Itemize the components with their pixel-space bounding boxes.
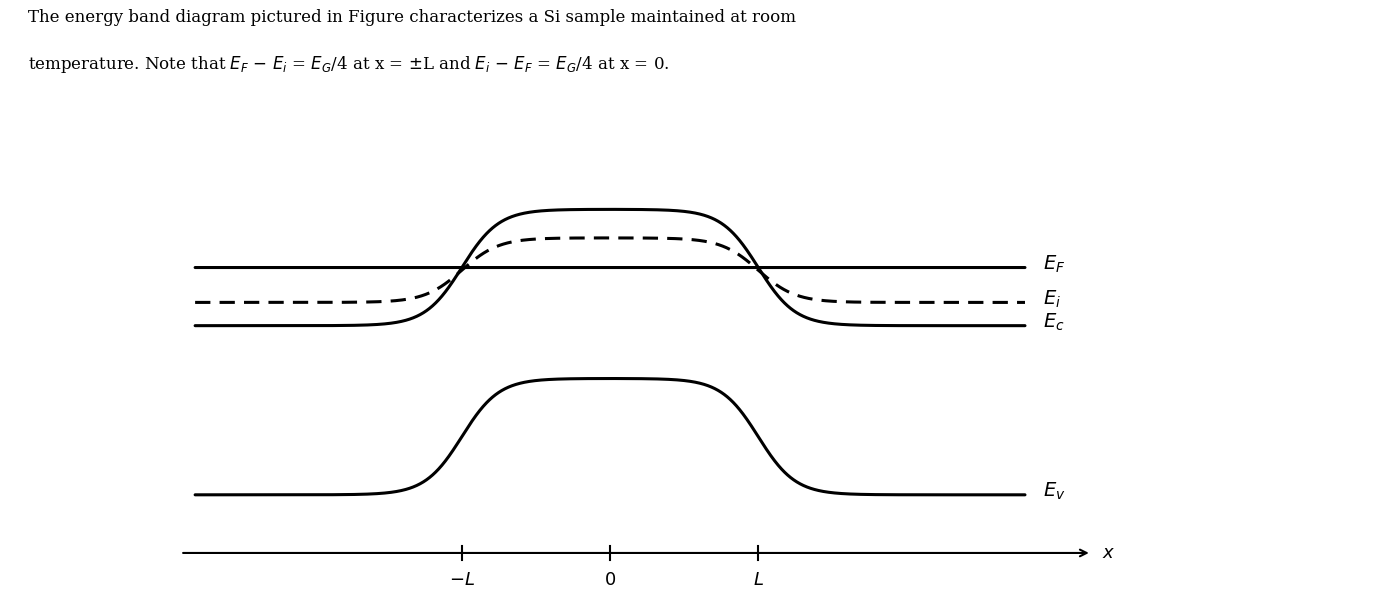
Text: $E_F$: $E_F$ [1043,253,1065,275]
Text: temperature. Note that $E_F$ $-$ $E_i$ = $E_G$/4 at x = $\pm$L and $E_i$ $-$ $E_: temperature. Note that $E_F$ $-$ $E_i$ =… [28,54,669,75]
Text: $L$: $L$ [753,571,764,589]
Text: $E_v$: $E_v$ [1043,481,1066,502]
Text: $0$: $0$ [604,571,616,589]
Text: $E_i$: $E_i$ [1043,288,1060,310]
Text: $E_c$: $E_c$ [1043,312,1065,333]
Text: The energy band diagram pictured in Figure characterizes a Si sample maintained : The energy band diagram pictured in Figu… [28,9,796,26]
Text: $-L$: $-L$ [448,571,474,589]
Text: $x$: $x$ [1102,544,1116,562]
